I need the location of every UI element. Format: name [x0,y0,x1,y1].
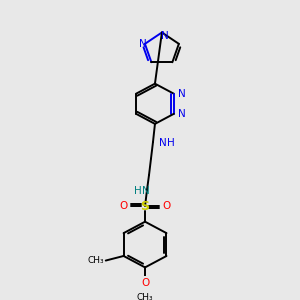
Text: N: N [178,109,186,119]
Text: H: H [134,186,142,196]
Text: N: N [178,89,186,99]
Text: O: O [141,278,149,288]
Text: H: H [167,138,175,148]
Text: S: S [140,200,149,213]
Text: N: N [159,138,167,148]
Text: N: N [161,31,169,41]
Text: CH₃: CH₃ [137,293,153,300]
Text: O: O [163,201,171,211]
Text: N: N [142,186,150,196]
Text: N: N [139,39,147,49]
Text: CH₃: CH₃ [88,256,104,265]
Text: O: O [119,201,128,211]
